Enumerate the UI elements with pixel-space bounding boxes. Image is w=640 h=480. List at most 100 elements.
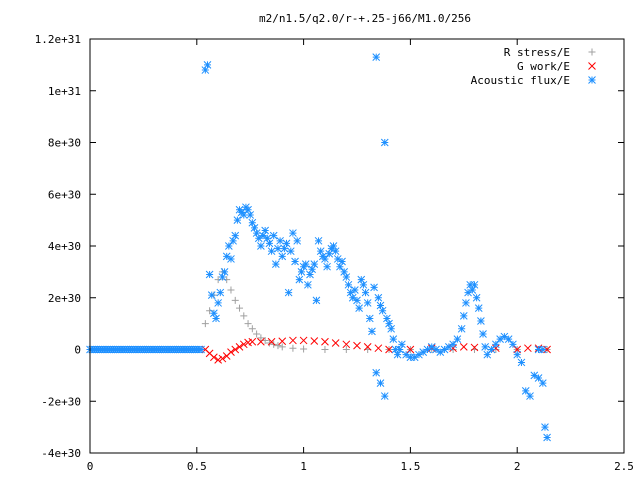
data-point bbox=[380, 392, 389, 400]
data-point bbox=[269, 231, 278, 240]
data-point bbox=[524, 344, 532, 353]
data-point bbox=[472, 293, 481, 302]
data-point bbox=[351, 286, 359, 294]
data-point bbox=[274, 244, 282, 253]
data-point bbox=[246, 211, 255, 219]
axes: 0 0.5 1 1.5 2 2.5 -4e+30 -2e+30 0 2e+30 4e+30 6e+30… bbox=[35, 33, 634, 473]
data-point bbox=[239, 211, 248, 219]
data-point bbox=[538, 379, 547, 387]
y-tick-label: 8e+30 bbox=[48, 137, 81, 150]
y-tick-label: 1e+31 bbox=[48, 85, 81, 98]
data-point bbox=[402, 350, 410, 359]
data-point bbox=[361, 288, 370, 297]
data-point bbox=[278, 252, 287, 261]
data-point bbox=[470, 280, 479, 289]
data-point bbox=[521, 387, 530, 395]
data-point bbox=[374, 293, 383, 302]
data-point bbox=[284, 288, 293, 297]
data-point bbox=[265, 239, 274, 248]
data-point bbox=[231, 345, 240, 354]
series-3 bbox=[86, 53, 551, 442]
data-point bbox=[267, 247, 276, 256]
data-point bbox=[308, 265, 316, 274]
data-point bbox=[299, 336, 308, 345]
data-point bbox=[370, 283, 378, 292]
data-point bbox=[491, 340, 500, 349]
data-point bbox=[271, 260, 280, 268]
data-point bbox=[301, 260, 310, 268]
data-point bbox=[459, 343, 468, 351]
data-point bbox=[534, 345, 543, 354]
data-point bbox=[248, 337, 257, 346]
data-point bbox=[346, 288, 355, 297]
data-point bbox=[218, 273, 227, 281]
data-point bbox=[342, 346, 350, 353]
data-point bbox=[231, 296, 239, 304]
data-point bbox=[541, 423, 549, 431]
data-point bbox=[212, 314, 220, 323]
data-point bbox=[363, 299, 372, 307]
data-point bbox=[466, 280, 475, 289]
data-point bbox=[378, 306, 387, 315]
data-point bbox=[312, 296, 321, 305]
data-point bbox=[233, 216, 242, 224]
data-point bbox=[203, 61, 212, 69]
data-point bbox=[265, 339, 273, 347]
data-point bbox=[207, 291, 216, 300]
data-point bbox=[444, 343, 453, 351]
data-point bbox=[504, 335, 513, 344]
legend-marker bbox=[588, 62, 596, 70]
data-point bbox=[432, 345, 440, 354]
data-point bbox=[289, 336, 297, 345]
data-points bbox=[86, 53, 551, 442]
data-point bbox=[280, 244, 289, 253]
data-point bbox=[321, 337, 329, 346]
data-point bbox=[440, 345, 449, 354]
data-point bbox=[340, 268, 349, 276]
data-point bbox=[374, 344, 383, 353]
data-point bbox=[380, 138, 389, 147]
data-point bbox=[321, 255, 329, 263]
data-point bbox=[459, 312, 468, 320]
data-point bbox=[240, 312, 248, 320]
data-point bbox=[325, 249, 334, 258]
data-point bbox=[383, 314, 391, 323]
data-point bbox=[449, 344, 457, 353]
data-point bbox=[477, 317, 485, 325]
data-point bbox=[261, 226, 270, 235]
data-point bbox=[395, 345, 404, 354]
data-point bbox=[295, 275, 304, 284]
chart-title: m2/n1.5/q2.0/r-+.25-j66/M1.0/256 bbox=[259, 12, 471, 25]
data-point bbox=[406, 345, 415, 354]
data-point bbox=[479, 330, 487, 338]
data-point bbox=[235, 343, 244, 351]
data-point bbox=[376, 301, 385, 310]
data-point bbox=[248, 218, 257, 227]
data-point bbox=[355, 304, 363, 312]
data-point bbox=[197, 345, 205, 354]
data-point bbox=[538, 345, 547, 354]
y-tick-label: 1.2e+31 bbox=[35, 33, 81, 46]
data-point bbox=[257, 337, 265, 346]
data-point bbox=[517, 358, 526, 367]
data-point bbox=[348, 293, 357, 302]
data-point bbox=[365, 314, 374, 323]
data-point bbox=[509, 340, 517, 349]
series-2 bbox=[201, 336, 551, 364]
data-point bbox=[487, 345, 496, 354]
data-point bbox=[372, 368, 381, 377]
data-point bbox=[323, 262, 331, 271]
data-point bbox=[427, 343, 436, 351]
y-tick-label: 0 bbox=[74, 344, 81, 357]
data-point bbox=[227, 286, 235, 294]
data-point bbox=[220, 268, 229, 276]
legend-label: R stress/E bbox=[504, 46, 570, 59]
x-tick-label: 1 bbox=[300, 460, 307, 473]
data-point bbox=[353, 341, 361, 350]
data-point bbox=[419, 348, 428, 356]
data-point bbox=[289, 344, 297, 352]
data-point bbox=[257, 242, 265, 250]
data-point bbox=[333, 255, 342, 263]
y-tick-label: 6e+30 bbox=[48, 188, 81, 201]
data-point bbox=[342, 340, 351, 349]
